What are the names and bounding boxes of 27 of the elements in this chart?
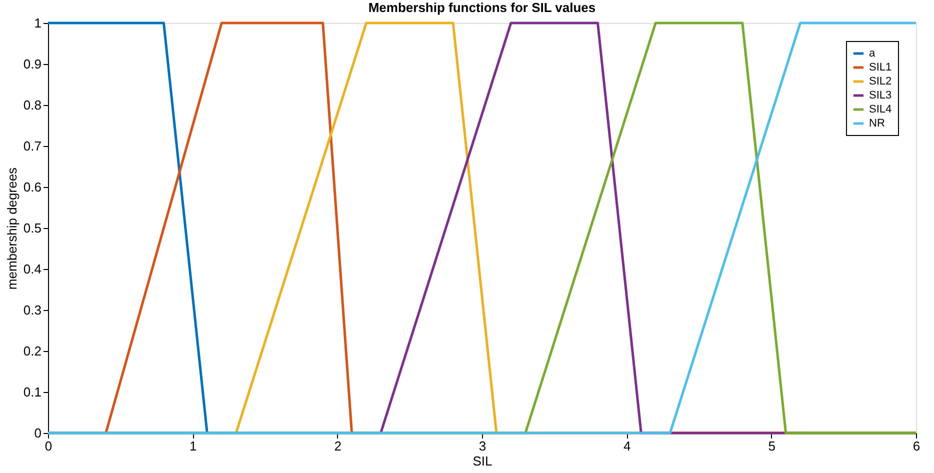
legend-label: SIL4 (869, 104, 892, 116)
y-tick-label: 0.9 (23, 56, 42, 72)
y-tick-label: 0.6 (23, 180, 42, 194)
y-tick-label: 0.1 (23, 384, 42, 400)
y-tick-label: 1 (34, 16, 42, 30)
y-tick-label: 0.7 (23, 138, 42, 154)
y-tick-label: 0.3 (23, 302, 42, 318)
legend-label: a (869, 48, 876, 60)
legend-label: SIL2 (869, 76, 892, 88)
y-axis-title: membership degrees (4, 166, 20, 290)
x-tick-label: 5 (768, 438, 776, 454)
y-tick-label: 0.8 (23, 98, 42, 112)
x-tick-label: 1 (190, 438, 197, 454)
x-tick-label: 3 (478, 438, 486, 454)
chart-title: Membership functions for SIL values (368, 0, 596, 15)
y-tick-label: 0.5 (23, 220, 42, 236)
y-tick-label: 0.2 (23, 344, 42, 358)
y-tick-label: 0 (34, 426, 42, 440)
legend-label: NR (869, 118, 885, 130)
x-tick-label: 2 (334, 438, 342, 454)
x-axis-title: SIL (472, 454, 492, 468)
x-tick-label: 4 (624, 438, 631, 454)
legend-label: SIL3 (869, 90, 892, 102)
x-tick-label: 6 (912, 438, 920, 454)
y-tick-label: 0.4 (23, 262, 42, 276)
x-tick-label: 0 (44, 438, 52, 454)
legend-label: SIL1 (869, 62, 892, 74)
